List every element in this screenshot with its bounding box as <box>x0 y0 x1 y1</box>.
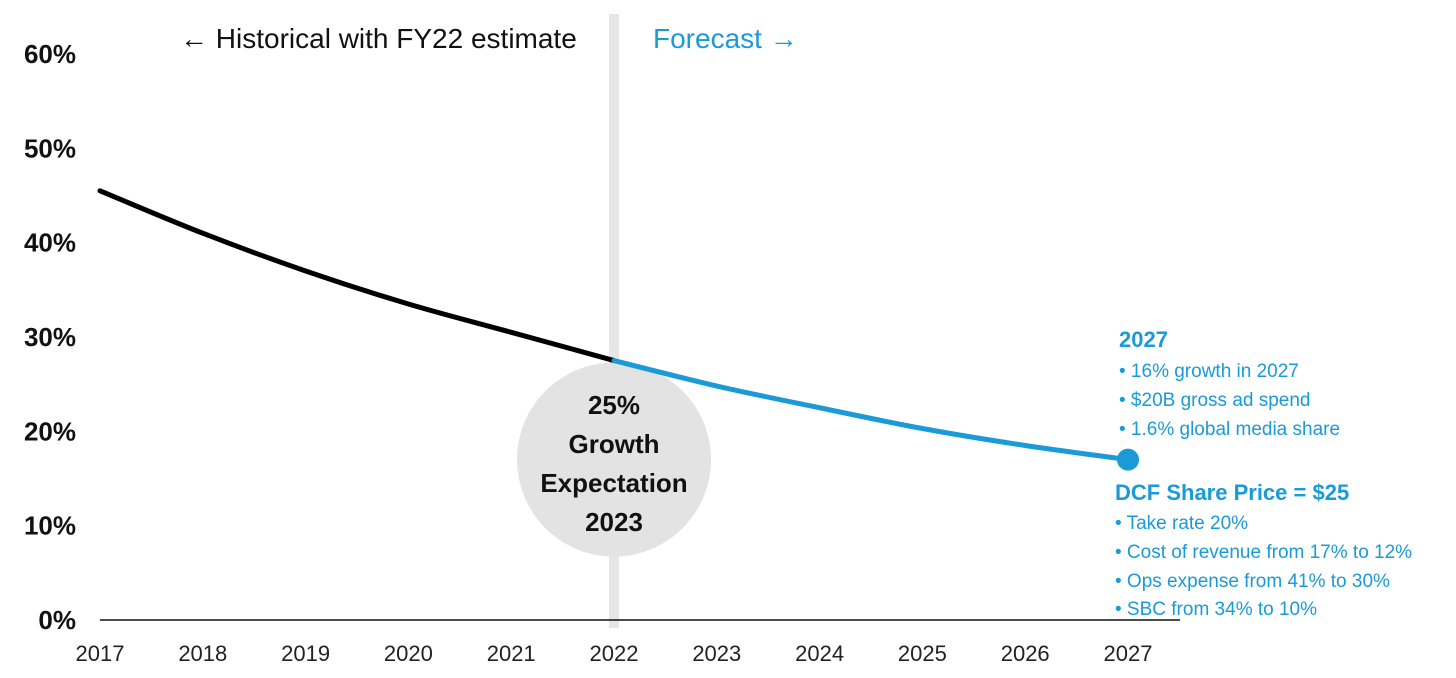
annotation-dcf-title: DCF Share Price = $25 <box>1115 480 1349 505</box>
historical-line <box>97 188 617 364</box>
annotation-2027-bullet: • 1.6% global media share <box>1119 419 1340 440</box>
x-tick-label: 2022 <box>590 641 639 666</box>
axes-layer: 0% 10% 20% 30% 40% 50% 60% 2017 2018 2019 2020 2021… <box>24 39 1180 666</box>
y-tick-label: 0% <box>38 605 76 635</box>
x-tick-label: 2017 <box>76 641 125 666</box>
y-tick-label: 40% <box>24 228 76 258</box>
growth-expectation-bubble <box>517 362 711 557</box>
x-tick-label: 2019 <box>281 641 330 666</box>
y-tick-label: 60% <box>24 39 76 69</box>
annotation-dcf-bullet: • SBC from 34% to 10% <box>1115 599 1317 620</box>
x-tick-label: 2024 <box>795 641 844 666</box>
bubble-line-1: 25% <box>588 390 640 420</box>
annotation-2027-bullet: • $20B gross ad spend <box>1119 390 1311 411</box>
bubble-line-4: 2023 <box>585 507 643 537</box>
x-tick-label: 2027 <box>1104 641 1153 666</box>
x-tick-label: 2018 <box>178 641 227 666</box>
x-tick-label: 2025 <box>898 641 947 666</box>
y-tick-label: 20% <box>24 416 76 446</box>
x-tick-label: 2020 <box>384 641 433 666</box>
endpoint-marker <box>1117 448 1139 471</box>
annotation-dcf-bullet: • Take rate 20% <box>1115 513 1248 534</box>
bubble-line-2: Growth <box>569 429 660 459</box>
annotations-layer: 2027 • 16% growth in 2027 • $20B gross a… <box>1115 327 1412 620</box>
bubble-layer: 25% Growth Expectation 2023 <box>517 362 711 557</box>
annotation-2027-bullet: • 16% growth in 2027 <box>1119 361 1299 382</box>
series-layer <box>97 188 1139 471</box>
y-tick-label: 50% <box>24 133 76 163</box>
forecast-header: Forecast → <box>653 23 798 54</box>
historical-header: ← Historical with FY22 estimate <box>180 23 577 54</box>
x-tick-label: 2023 <box>692 641 741 666</box>
annotation-dcf-bullet: • Ops expense from 41% to 30% <box>1115 571 1390 592</box>
annotation-2027-title: 2027 <box>1119 327 1168 352</box>
bubble-line-3: Expectation <box>540 468 687 498</box>
y-tick-label: 30% <box>24 322 76 352</box>
x-tick-label: 2026 <box>1001 641 1050 666</box>
y-tick-label: 10% <box>24 511 76 541</box>
x-tick-label: 2021 <box>487 641 536 666</box>
annotation-dcf-bullet: • Cost of revenue from 17% to 12% <box>1115 542 1412 563</box>
forecast-line <box>611 358 1131 463</box>
headers-layer: ← Historical with FY22 estimate Forecast… <box>180 23 798 54</box>
